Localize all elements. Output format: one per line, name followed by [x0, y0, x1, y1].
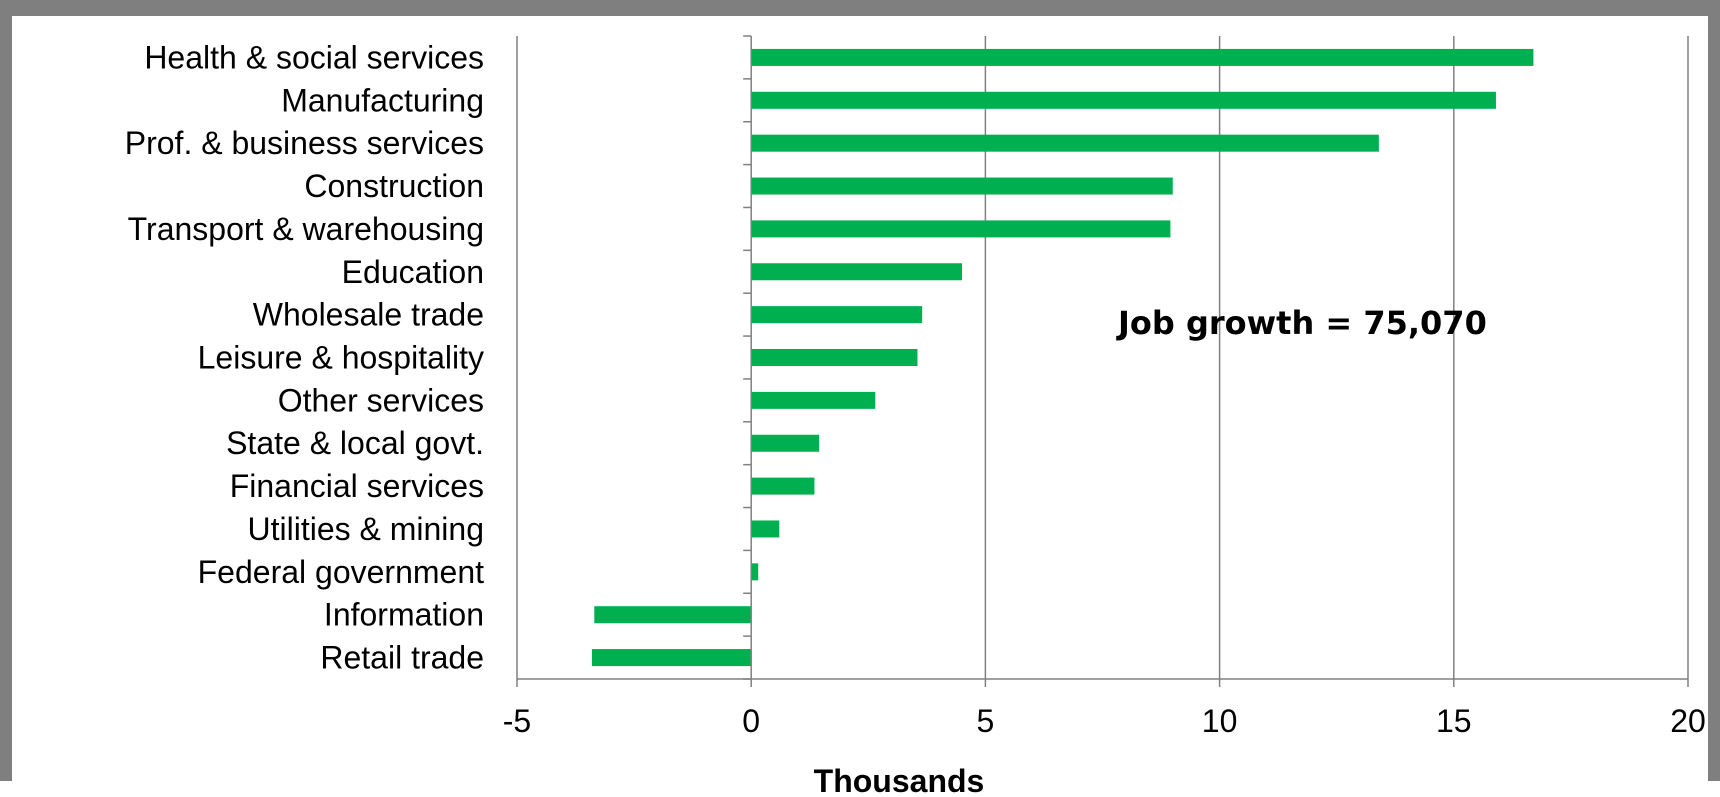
category-label: Manufacturing [281, 82, 484, 118]
bar-chart: Health & social services Manufacturing Pro… [125, 35, 1706, 797]
bar [751, 263, 962, 281]
bar [751, 306, 923, 324]
bar [751, 391, 876, 409]
bar [594, 606, 752, 624]
bar [751, 134, 1379, 152]
category-label: Prof. & business services [125, 125, 484, 161]
category-labels: Health & social services Manufacturing Pro… [125, 39, 484, 675]
bar [591, 649, 752, 667]
x-tick-label: 20 [1670, 703, 1706, 739]
category-label: Financial services [230, 468, 484, 504]
category-label: Construction [304, 168, 484, 204]
x-tick-label: 15 [1436, 703, 1472, 739]
category-label: Utilities & mining [247, 511, 484, 547]
bar [751, 48, 1534, 66]
bar [751, 563, 759, 581]
bar [751, 477, 815, 495]
x-tick-label: -5 [503, 703, 531, 739]
axes [516, 35, 1689, 687]
x-axis-title: Thousands [814, 763, 985, 797]
bars [591, 48, 1534, 667]
bar [751, 220, 1171, 238]
x-tick-label: 5 [977, 703, 995, 739]
bar [751, 520, 780, 538]
x-tick-label: 0 [742, 703, 760, 739]
grid-lines [516, 36, 1689, 679]
category-label: Other services [278, 382, 484, 418]
bar [751, 434, 820, 452]
category-label: State & local govt. [226, 425, 484, 461]
category-label: Information [324, 597, 484, 633]
bar [751, 349, 918, 366]
category-label: Retail trade [320, 640, 484, 676]
bar [751, 177, 1173, 195]
category-label: Education [342, 254, 484, 290]
x-tick-label: 10 [1202, 703, 1238, 739]
category-label: Transport & warehousing [128, 211, 484, 247]
job-growth-annotation: Job growth = 75,070 [1116, 304, 1487, 342]
bar [751, 91, 1496, 109]
x-tick-labels: -5 0 5 10 15 20 [503, 703, 1706, 739]
category-label: Wholesale trade [253, 297, 484, 333]
category-label: Leisure & hospitality [198, 340, 484, 376]
category-label: Federal government [198, 554, 484, 590]
category-label: Health & social services [144, 39, 484, 75]
